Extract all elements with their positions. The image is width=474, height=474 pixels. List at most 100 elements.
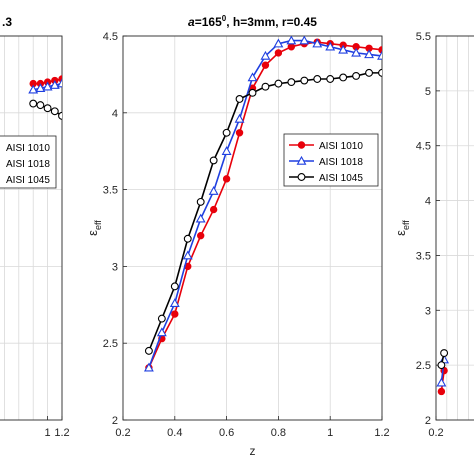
data-point — [234, 113, 245, 123]
data-point — [183, 234, 192, 243]
data-point — [57, 78, 62, 88]
data-point — [170, 282, 179, 291]
data-point — [286, 36, 297, 45]
data-point — [197, 231, 205, 240]
x-tick-label: 0.2 — [428, 427, 443, 439]
series-group — [436, 349, 450, 396]
data-point — [29, 99, 38, 108]
legend-label: AISI 1045 — [319, 173, 363, 184]
data-point — [365, 68, 373, 77]
panel-title: a=1650, h=3mm, r=0.45 — [188, 14, 317, 29]
legend-label: AISI 1010 — [6, 143, 50, 154]
y-tick-label: 5.5 — [416, 31, 431, 43]
y-tick-label: 2 — [112, 415, 118, 427]
plot-area — [0, 36, 62, 420]
x-axis-label: z — [250, 444, 256, 458]
data-point — [274, 79, 283, 88]
plot-area — [123, 36, 382, 420]
data-point — [58, 111, 62, 120]
legend-marker — [296, 155, 307, 165]
x-tick-label: 1 — [327, 427, 333, 439]
y-tick-label: 4 — [425, 196, 431, 208]
data-point — [437, 361, 446, 370]
data-point — [209, 156, 218, 165]
y-axis-label: εeff — [393, 220, 411, 236]
x-tick-label: 1 — [45, 427, 51, 439]
data-point — [260, 50, 271, 60]
left-panel: 1 1.2 .3 AISI 1010 AISI 1018 AISI 1045 — [0, 15, 70, 439]
data-point — [222, 128, 231, 137]
y-label-subscript: eff — [401, 220, 411, 230]
data-point — [437, 387, 446, 396]
title-part: =165 — [195, 15, 222, 29]
y-axis-label: εeff — [85, 220, 103, 236]
y-tick-label: 3.5 — [103, 185, 118, 197]
data-point — [35, 83, 46, 92]
series-group — [28, 75, 62, 120]
data-point — [338, 44, 349, 54]
panel-title: .3 — [2, 15, 12, 29]
data-point — [143, 362, 154, 372]
data-point — [273, 38, 284, 48]
x-tick-label: 0.6 — [219, 427, 234, 439]
data-point — [49, 80, 60, 89]
x-tick-label: 0.8 — [271, 427, 286, 439]
right-panel: 0.22 2.5 3 3.5 4 4.5 5 5.5 εeff — [393, 31, 474, 439]
data-point — [326, 75, 335, 83]
middle-panel: 0.2 0.4 0.6 0.8 1 1.2 2 2.5 3 3.5 4 4.5 a=1650, h=3m… — [85, 14, 390, 458]
data-point — [352, 71, 361, 80]
title-part: a — [188, 15, 195, 29]
legend-box — [0, 135, 57, 189]
data-point — [28, 84, 39, 94]
data-point — [440, 349, 449, 358]
y-tick-label: 3 — [112, 261, 118, 273]
data-point — [36, 101, 45, 110]
data-point — [377, 50, 382, 60]
data-point — [144, 346, 153, 355]
data-point — [222, 175, 231, 183]
data-point — [235, 129, 244, 137]
data-point — [261, 61, 270, 69]
data-point — [169, 298, 180, 308]
y-label-subscript: eff — [93, 220, 103, 230]
data-point — [195, 213, 206, 223]
series-group — [143, 36, 382, 372]
data-point — [42, 81, 53, 91]
data-point — [156, 327, 167, 337]
title-part: 0 — [222, 14, 227, 23]
title-part: , h=3mm, r=0.45 — [226, 15, 317, 29]
legend-label: AISI 1045 — [6, 175, 50, 186]
data-point — [171, 310, 179, 318]
y-tick-label: 3 — [425, 305, 431, 317]
legend-label: AISI 1018 — [319, 157, 363, 168]
y-tick-label: 4.5 — [103, 31, 118, 43]
legend-label: AISI 1010 — [319, 141, 363, 152]
data-point — [50, 107, 59, 116]
y-tick-label: 2 — [425, 415, 431, 427]
axes-box — [0, 35, 63, 421]
data-point — [209, 205, 218, 214]
legend: AISI 1010 AISI 1018 AISI 1045 — [283, 133, 379, 187]
data-point — [248, 88, 257, 97]
x-tick-label: 0.4 — [167, 427, 182, 439]
data-point — [436, 377, 447, 387]
data-point — [300, 76, 309, 85]
data-point — [261, 82, 270, 91]
y-label-symbol: ε — [393, 230, 408, 236]
data-point — [378, 68, 382, 77]
data-point — [221, 146, 232, 155]
axes-box — [122, 35, 383, 421]
data-point — [325, 41, 336, 51]
x-tick-label: 1.2 — [374, 427, 389, 439]
data-point — [299, 36, 310, 45]
legend-marker — [297, 141, 306, 149]
data-point — [351, 47, 362, 57]
data-point — [157, 314, 166, 323]
x-tick-label: 0.2 — [115, 427, 130, 439]
y-tick-label: 2.5 — [103, 338, 118, 350]
data-point — [235, 95, 244, 103]
legend-label: AISI 1018 — [6, 159, 50, 170]
legend: AISI 1010 AISI 1018 AISI 1045 — [0, 135, 57, 189]
data-point — [312, 38, 323, 48]
y-tick-label: 5 — [425, 86, 431, 98]
